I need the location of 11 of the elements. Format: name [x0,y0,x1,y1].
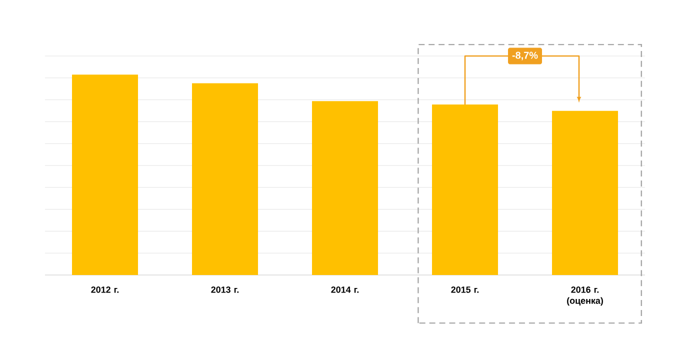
bar [552,110,618,275]
bar [72,74,138,275]
x-tick-label: 2012 г. [91,286,119,293]
bar [192,83,258,275]
x-tick-label: 2013 г. [211,286,239,293]
text: -8,7% [512,52,538,60]
bar [312,101,378,275]
x-tick-label: 2015 г. [451,286,479,293]
x-tick-label: 2016 г. (оценка) [567,286,603,306]
bar [432,104,498,275]
x-tick-label: 2014 г. [331,286,359,293]
